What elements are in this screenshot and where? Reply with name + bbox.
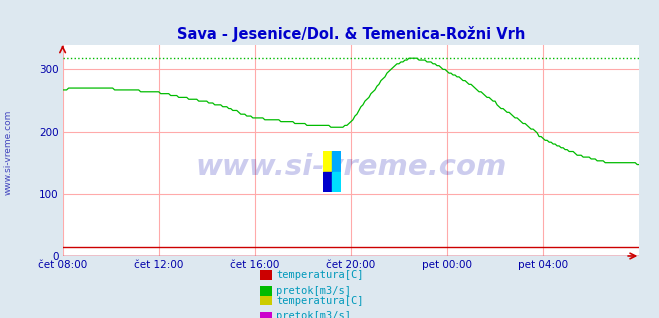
Bar	[332, 151, 341, 172]
Bar	[332, 172, 341, 192]
Text: www.si-vreme.com: www.si-vreme.com	[195, 153, 507, 181]
Text: temperatura[C]: temperatura[C]	[276, 270, 364, 280]
Text: pretok[m3/s]: pretok[m3/s]	[276, 311, 351, 318]
Text: www.si-vreme.com: www.si-vreme.com	[4, 110, 13, 195]
Bar	[323, 151, 332, 172]
Title: Sava - Jesenice/Dol. & Temenica-Rožni Vrh: Sava - Jesenice/Dol. & Temenica-Rožni Vr…	[177, 26, 525, 42]
Text: temperatura[C]: temperatura[C]	[276, 295, 364, 306]
Bar	[323, 172, 332, 192]
Text: pretok[m3/s]: pretok[m3/s]	[276, 286, 351, 296]
